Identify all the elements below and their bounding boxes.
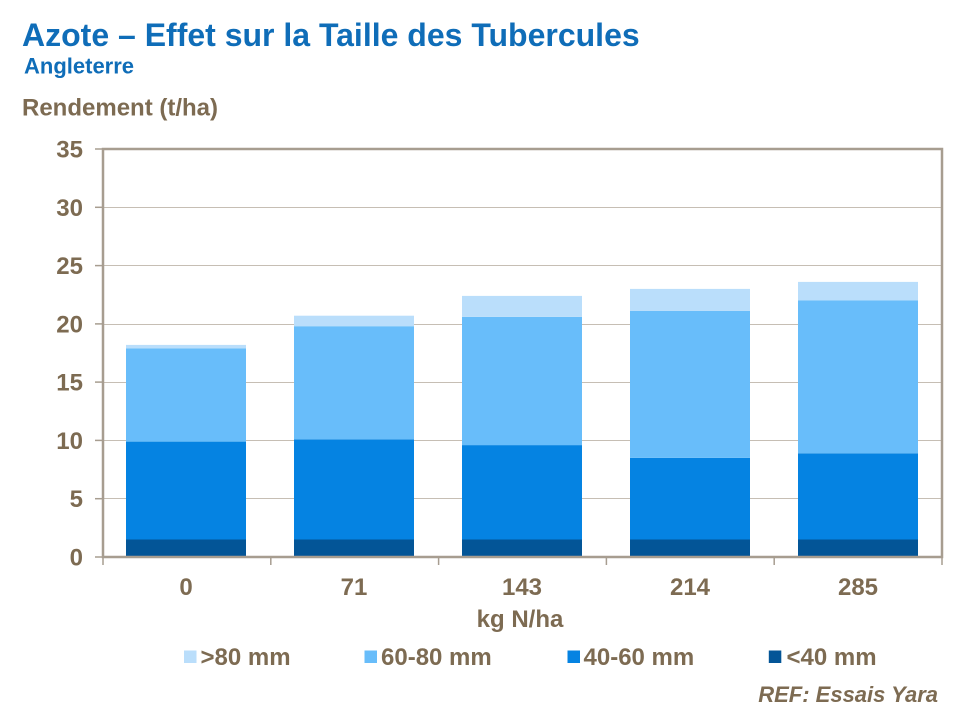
svg-text:10: 10 [56,428,83,455]
svg-text:40-60 mm: 40-60 mm [584,644,695,671]
svg-text:Angleterre: Angleterre [24,54,134,79]
svg-text:71: 71 [341,574,368,601]
svg-text:0: 0 [70,545,83,572]
svg-text:143: 143 [502,574,542,601]
svg-text:>80 mm: >80 mm [201,644,291,671]
svg-text:Azote – Effet sur la Taille de: Azote – Effet sur la Taille des Tubercul… [22,17,640,53]
svg-text:20: 20 [56,311,83,338]
svg-text:0: 0 [179,574,192,601]
svg-text:kg N/ha: kg N/ha [477,606,564,633]
svg-text:285: 285 [838,574,878,601]
svg-text:Rendement (t/ha): Rendement (t/ha) [22,95,218,122]
svg-text:REF: Essais Yara: REF: Essais Yara [758,682,938,707]
svg-text:25: 25 [56,253,83,280]
svg-text:35: 35 [56,137,83,164]
svg-text:60-80 mm: 60-80 mm [381,644,492,671]
svg-text:<40 mm: <40 mm [787,644,877,671]
svg-text:15: 15 [56,370,83,397]
svg-text:214: 214 [670,574,711,601]
svg-text:30: 30 [56,195,83,222]
svg-text:5: 5 [70,486,83,513]
